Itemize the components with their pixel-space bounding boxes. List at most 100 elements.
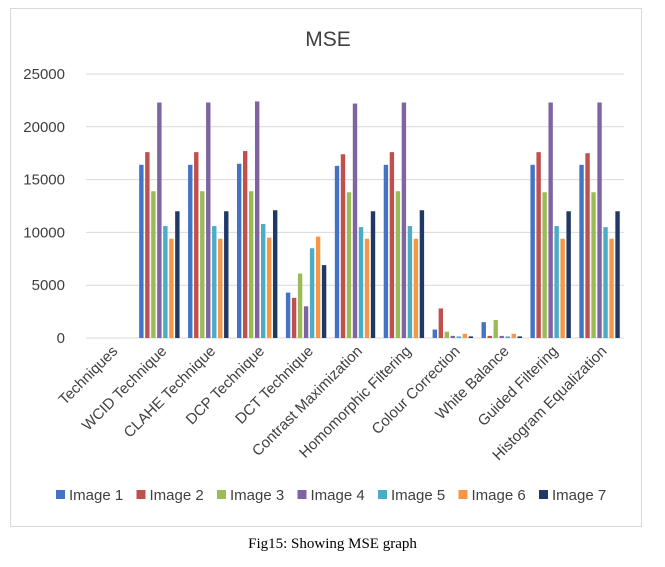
legend-label: Image 7: [552, 487, 606, 504]
bar-image-1: [530, 164, 535, 338]
bar-image-5: [505, 336, 510, 338]
bar-image-5: [212, 226, 217, 338]
legend-swatch: [378, 490, 387, 499]
bar-image-7: [566, 211, 571, 338]
legend-swatch: [458, 490, 468, 499]
x-category-label: Colour Correction: [369, 343, 464, 438]
bar-image-5: [554, 226, 559, 338]
bar-image-1: [481, 322, 486, 338]
legend-label: Image 2: [150, 487, 204, 504]
bar-image-6: [609, 238, 614, 338]
bar-image-3: [346, 192, 352, 338]
bar-image-1: [579, 164, 584, 338]
bar-image-5: [358, 227, 364, 338]
bar-image-1: [188, 164, 193, 338]
bar-image-3: [493, 320, 498, 338]
bar-image-3: [200, 191, 205, 338]
bar-image-6: [560, 238, 565, 338]
bar-image-4: [254, 101, 260, 339]
bar-image-1: [383, 164, 389, 338]
legend-label: Image 3: [230, 487, 284, 504]
bar-image-2: [145, 152, 150, 338]
bar-image-2: [291, 297, 297, 338]
legend-swatch: [297, 490, 307, 499]
bar-image-3: [297, 273, 303, 338]
bar-image-3: [542, 192, 547, 338]
y-axis-tick-labels: 0 5000 10000 15000 20000 25000: [23, 66, 65, 347]
y-tick-label: 0: [57, 330, 65, 347]
mse-bar-chart: MSE 0 5000 10000 15000 20000 25000 Techniques…: [23, 28, 624, 504]
legend-label: Image 5: [391, 487, 445, 504]
y-tick-label: 25000: [23, 66, 65, 83]
bar-image-6: [169, 238, 174, 338]
bar-image-6: [364, 238, 370, 338]
bar-image-2: [438, 308, 444, 338]
bar-image-3: [248, 191, 254, 338]
bar-image-4: [401, 102, 407, 339]
bar-image-6: [218, 238, 223, 338]
y-tick-label: 20000: [23, 119, 65, 136]
bar-image-2: [487, 335, 492, 338]
bar-image-6: [462, 333, 468, 338]
bar-image-5: [456, 336, 462, 338]
bar-image-7: [615, 211, 620, 338]
bar-image-2: [340, 154, 346, 338]
bar-image-4: [450, 335, 456, 338]
legend: Image 1 Image 2 Image 3 Image 4 Image 5 Image…: [56, 487, 606, 504]
bar-image-5: [163, 226, 168, 338]
bar-image-7: [419, 210, 425, 338]
bar-image-2: [389, 152, 395, 338]
bar-image-1: [334, 165, 340, 338]
legend-swatch: [539, 490, 548, 499]
legend-label: Image 6: [472, 487, 526, 504]
bar-image-1: [432, 329, 438, 338]
bar-image-2: [585, 153, 590, 338]
bars: [139, 101, 620, 339]
bar-image-7: [272, 210, 278, 338]
bar-image-5: [407, 226, 413, 338]
bar-image-1: [236, 163, 242, 338]
bar-image-3: [444, 331, 450, 338]
x-category-label: WCID Technique: [79, 343, 170, 434]
bar-image-1: [285, 292, 291, 338]
bar-image-7: [224, 211, 229, 338]
legend-swatch: [136, 490, 146, 499]
bar-image-4: [597, 102, 602, 339]
bar-image-5: [309, 248, 315, 338]
bar-image-7: [468, 336, 474, 338]
bar-image-1: [139, 164, 144, 338]
bar-image-6: [315, 236, 321, 338]
bar-image-6: [266, 237, 272, 338]
bar-image-7: [517, 336, 522, 338]
x-category-label: CLAHE Technique: [121, 343, 220, 442]
bar-image-2: [536, 152, 541, 338]
figure-caption: Fig15: Showing MSE graph: [248, 536, 417, 552]
legend-label: Image 1: [69, 487, 123, 504]
bar-image-4: [548, 102, 553, 339]
bar-image-5: [260, 223, 266, 338]
chart-frame: MSE 0 5000 10000 15000 20000 25000 Techniques…: [10, 8, 642, 527]
bar-image-4: [303, 306, 309, 338]
bar-image-3: [591, 192, 596, 338]
bar-image-4: [157, 102, 162, 339]
bar-image-7: [370, 211, 376, 338]
bar-image-6: [413, 238, 419, 338]
bar-image-6: [511, 333, 516, 338]
bar-image-2: [242, 151, 248, 338]
bar-image-4: [206, 102, 211, 339]
legend-swatch: [217, 490, 226, 499]
bar-image-7: [175, 211, 180, 338]
y-tick-label: 5000: [32, 277, 65, 294]
bar-image-3: [151, 191, 156, 338]
bar-image-5: [603, 227, 608, 338]
legend-label: Image 4: [311, 487, 365, 504]
legend-swatch: [56, 490, 65, 499]
chart-title: MSE: [305, 28, 351, 51]
bar-image-2: [194, 152, 199, 338]
bar-image-3: [395, 191, 401, 338]
y-tick-label: 10000: [23, 224, 65, 241]
bar-image-4: [499, 335, 504, 338]
y-tick-label: 15000: [23, 172, 65, 189]
bar-image-7: [321, 265, 327, 338]
